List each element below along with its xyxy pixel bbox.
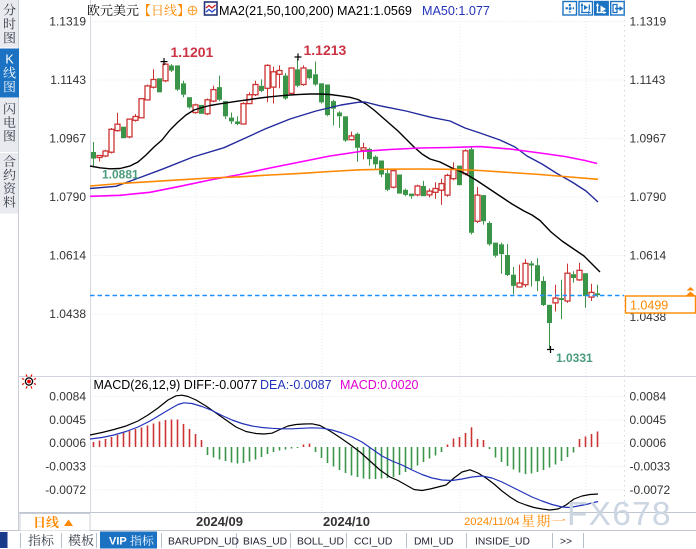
svg-text:MA50:1.077: MA50:1.077	[422, 4, 490, 18]
svg-text:MA2(21,50,100,200): MA2(21,50,100,200)	[219, 4, 334, 18]
svg-text:1.1143: 1.1143	[50, 73, 86, 87]
svg-text:VIP: VIP	[109, 536, 127, 548]
svg-text:1.1319: 1.1319	[49, 15, 86, 29]
svg-text:>>: >>	[560, 537, 572, 548]
svg-text:INSIDE_UD: INSIDE_UD	[475, 537, 530, 548]
svg-text:1.0331: 1.0331	[556, 351, 593, 365]
svg-text:1.1319: 1.1319	[630, 15, 667, 29]
svg-text:BIAS_UD: BIAS_UD	[243, 537, 287, 548]
svg-text:0.0084: 0.0084	[630, 390, 667, 404]
svg-text:1.0438: 1.0438	[49, 307, 86, 321]
svg-text:0.0006: 0.0006	[630, 436, 667, 450]
svg-text:1.0967: 1.0967	[49, 132, 86, 146]
svg-text:0.0045: 0.0045	[49, 413, 86, 427]
svg-text:1.1201: 1.1201	[171, 44, 214, 60]
svg-text:1.0967: 1.0967	[630, 132, 667, 146]
svg-text:1.0614: 1.0614	[49, 249, 86, 263]
svg-text:1.0790: 1.0790	[49, 190, 86, 204]
svg-text:0.0084: 0.0084	[49, 390, 86, 404]
svg-text:1.1143: 1.1143	[630, 73, 666, 87]
svg-text:1.1213: 1.1213	[304, 42, 347, 58]
svg-text:1.0790: 1.0790	[630, 190, 667, 204]
svg-text:-0.0072: -0.0072	[630, 483, 671, 497]
svg-text:0.0045: 0.0045	[630, 413, 667, 427]
svg-text:-0.0072: -0.0072	[45, 483, 86, 497]
svg-text:-0.0033: -0.0033	[630, 460, 671, 474]
svg-text:MACD:0.0020: MACD:0.0020	[340, 378, 419, 392]
svg-text:MA21:1.0569: MA21:1.0569	[337, 4, 412, 18]
svg-text:1.0881: 1.0881	[102, 168, 139, 182]
svg-text:0.0006: 0.0006	[49, 436, 86, 450]
svg-text:BARUPDN_UD: BARUPDN_UD	[168, 537, 239, 548]
svg-text:2024/11/04: 2024/11/04	[464, 516, 520, 528]
svg-text:2024/10: 2024/10	[323, 514, 370, 529]
svg-text:K: K	[5, 53, 14, 67]
svg-text:1.0614: 1.0614	[630, 249, 667, 263]
svg-text:CCI_UD: CCI_UD	[354, 537, 392, 548]
svg-text:2024/09: 2024/09	[196, 514, 243, 529]
svg-text:DMI_UD: DMI_UD	[414, 537, 453, 548]
svg-text:FX678: FX678	[567, 496, 672, 533]
svg-text:DEA:-0.0087: DEA:-0.0087	[260, 378, 332, 392]
svg-text:MACD(26,12,9) DIFF:-0.0077: MACD(26,12,9) DIFF:-0.0077	[94, 378, 258, 392]
svg-text:-0.0033: -0.0033	[45, 460, 86, 474]
svg-text:1.0499: 1.0499	[630, 299, 668, 313]
svg-text:BOLL_UD: BOLL_UD	[297, 537, 344, 548]
